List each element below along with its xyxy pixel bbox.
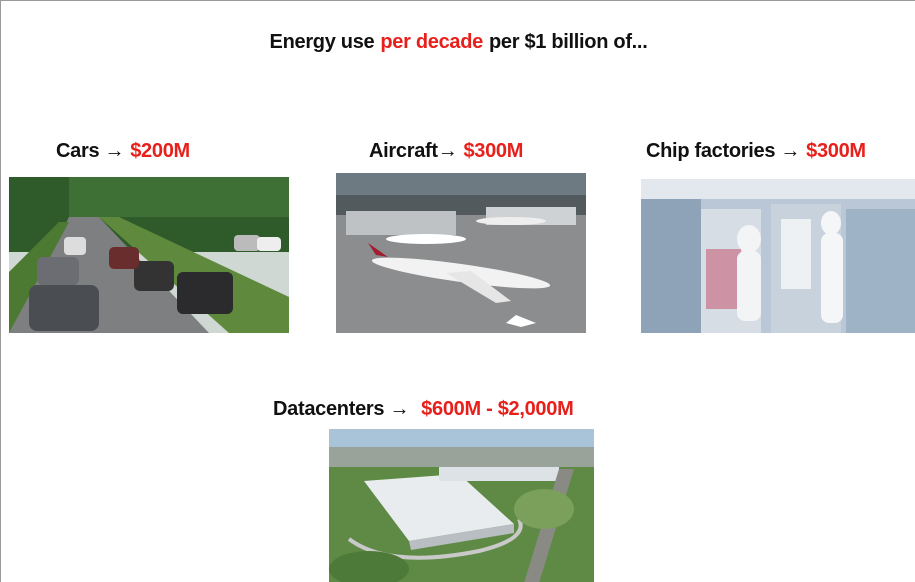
slide: Energy useper decade per $1 billion of...…	[0, 0, 915, 582]
item-heading: Chip factories → $300M	[646, 140, 866, 163]
item-label: Datacenters →	[273, 398, 409, 420]
item-value: $200M	[130, 140, 190, 162]
item-heading: Aircraft→ $300M	[369, 140, 523, 163]
item-label: Aircraft→	[369, 140, 457, 162]
item-heading: Datacenters → $600M - $2,000M	[273, 398, 573, 421]
title-part: Energy use	[270, 31, 375, 53]
title-part: per $1 billion of...	[489, 31, 647, 53]
datacenter-photo	[329, 429, 594, 582]
item-label: Chip factories →	[646, 140, 800, 162]
item-value: $300M	[463, 140, 523, 162]
cars-photo	[9, 177, 289, 333]
item-value: $600M - $2,000M	[421, 398, 573, 420]
item-heading: Cars → $200M	[56, 140, 190, 163]
title-highlight: per decade	[380, 31, 483, 53]
chip-factory-photo	[641, 179, 915, 333]
item-label: Cars →	[56, 140, 124, 162]
item-value: $300M	[806, 140, 866, 162]
aircraft-photo	[336, 173, 586, 333]
